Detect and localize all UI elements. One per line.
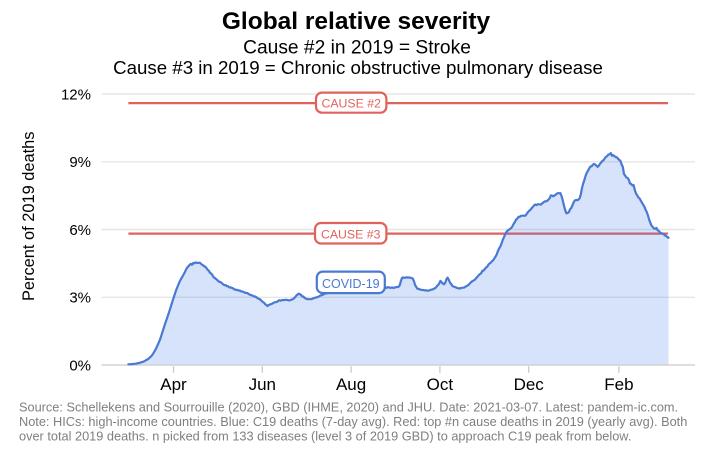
svg-text:CAUSE #3: CAUSE #3 (321, 227, 381, 241)
svg-text:6%: 6% (69, 222, 91, 239)
svg-text:12%: 12% (61, 86, 91, 103)
svg-text:Global relative severity: Global relative severity (222, 8, 491, 35)
svg-text:9%: 9% (69, 154, 91, 171)
svg-text:Percent of 2019 deaths: Percent of 2019 deaths (20, 132, 38, 301)
svg-text:Apr: Apr (160, 375, 187, 394)
svg-text:Source: Schellekens and Sourro: Source: Schellekens and Sourrouille (202… (19, 399, 678, 414)
svg-text:Oct: Oct (427, 375, 454, 394)
svg-text:Dec: Dec (514, 375, 545, 394)
svg-text:3%: 3% (69, 290, 91, 307)
svg-text:CAUSE #2: CAUSE #2 (321, 97, 381, 111)
svg-text:over total 2019 deaths. n pick: over total 2019 deaths. n picked from 13… (19, 428, 631, 443)
svg-text:Cause #2 in 2019 = Stroke: Cause #2 in 2019 = Stroke (243, 38, 471, 59)
svg-text:Feb: Feb (604, 375, 633, 394)
svg-text:COVID-19: COVID-19 (322, 277, 380, 291)
svg-text:Cause #3 in 2019 = Chronic obs: Cause #3 in 2019 = Chronic obstructive p… (113, 57, 603, 78)
svg-text:Jun: Jun (249, 375, 276, 394)
svg-text:0%: 0% (69, 357, 91, 374)
svg-text:Aug: Aug (336, 375, 366, 394)
svg-text:Note: HICs: high-income countr: Note: HICs: high-income countries. Blue:… (19, 414, 687, 429)
